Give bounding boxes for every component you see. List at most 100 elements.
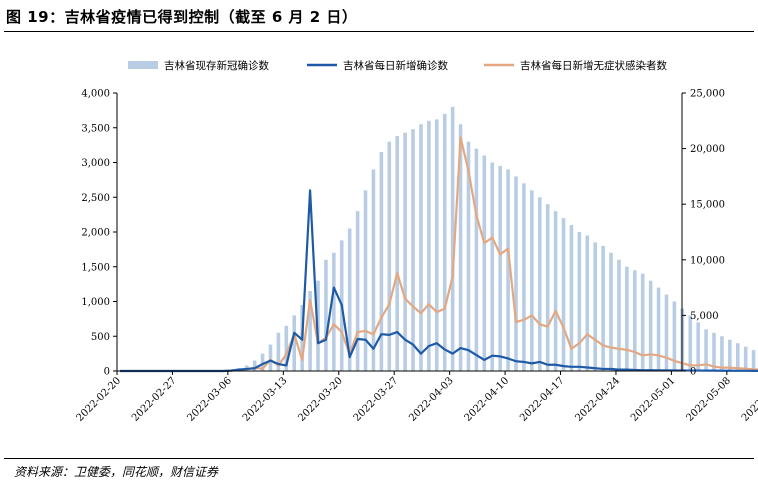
bar (593, 242, 597, 371)
source-rule (4, 458, 754, 459)
legend-label: 吉林省现存新冠确诊数 (164, 59, 269, 72)
bar (466, 141, 471, 371)
x-tick-label: 2022-02-27 (130, 375, 179, 424)
bar (308, 291, 312, 371)
x-tick-label: 2022-03-13 (241, 375, 290, 424)
bar (419, 124, 423, 371)
bar (411, 129, 415, 371)
bar (395, 136, 399, 371)
left-tick-label: 2,500 (81, 193, 110, 204)
bar (751, 350, 756, 371)
bar (292, 315, 297, 371)
legend-label: 吉林省每日新增确诊数 (343, 59, 448, 72)
source-note: 资料来源：卫健委，同花顺，财信证券 (14, 465, 219, 479)
x-tick-label: 2022-03-27 (352, 375, 401, 424)
bar (561, 218, 566, 371)
bar (688, 315, 693, 371)
right-tick-label: 20,000 (690, 144, 725, 155)
bar (633, 270, 637, 371)
bar (490, 162, 495, 371)
bar (268, 344, 273, 371)
bar (656, 287, 661, 371)
bar (664, 294, 669, 371)
line-series-layer (120, 136, 758, 373)
bar (617, 259, 621, 371)
x-tick-label: 2022-05-08 (684, 375, 733, 424)
bar (735, 343, 740, 371)
bar (458, 124, 463, 371)
bar (482, 155, 487, 371)
left-tick-label: 3,500 (81, 123, 110, 134)
bar (506, 169, 510, 371)
bar (355, 211, 360, 371)
right-tick-label: 5,000 (690, 311, 719, 322)
line-daily-confirmed (120, 189, 758, 373)
left-tick-label: 4,000 (81, 89, 110, 100)
bar (387, 141, 392, 371)
bar (522, 183, 526, 371)
bar (363, 190, 368, 371)
x-tick-label: 2022-05-01 (629, 375, 678, 424)
bar (252, 360, 257, 371)
bar (332, 252, 336, 371)
left-tick-label: 3,000 (81, 158, 110, 169)
bar (514, 176, 518, 371)
bar (712, 332, 716, 371)
bar (379, 152, 384, 371)
bar (728, 339, 732, 371)
figure-title: 图 19：吉林省疫情已得到控制（截至 6 月 2 日） (6, 8, 358, 26)
bar (577, 232, 582, 371)
bar (625, 266, 629, 371)
right-tick-label: 10,000 (690, 255, 725, 266)
chart: 0 500 1,000 1,500 2,000 2,500 3,000 3,500 4,000 0… (75, 59, 758, 424)
right-tick-label: 0 (690, 367, 696, 378)
bar (450, 106, 455, 372)
x-tick-label: 2022-04-24 (574, 375, 623, 424)
bar (498, 165, 502, 371)
right-tick-label: 15,000 (690, 200, 725, 211)
axes: 0 500 1,000 1,500 2,000 2,500 3,000 3,500 4,000 0… (75, 89, 758, 424)
bar (347, 228, 352, 371)
bar (371, 169, 376, 371)
bar (403, 132, 407, 371)
legend-label: 吉林省每日新增无症状感染者数 (520, 59, 667, 72)
bar (260, 353, 265, 372)
bar (640, 273, 645, 371)
bar (324, 259, 328, 371)
x-tick-label: 2022-02-20 (75, 375, 124, 424)
left-tick-label: 1,000 (81, 297, 110, 308)
title-rule (4, 31, 754, 32)
left-tick-label: 1,500 (81, 262, 110, 273)
bar (545, 204, 550, 371)
bar (704, 329, 708, 371)
bar (427, 120, 431, 371)
bar (601, 245, 605, 371)
bar (672, 301, 677, 371)
bar (585, 235, 590, 371)
bar (537, 197, 542, 371)
bar (442, 113, 447, 371)
bar (284, 325, 289, 371)
bar (720, 336, 724, 371)
bar (569, 225, 574, 371)
x-tick-label: 2022-03-06 (185, 375, 234, 424)
bar (530, 190, 534, 371)
right-tick-label: 25,000 (690, 89, 725, 100)
bar (435, 119, 439, 371)
bar (276, 332, 281, 371)
bar (743, 346, 748, 371)
bar (553, 211, 558, 371)
left-tick-label: 500 (91, 332, 110, 343)
bar (609, 252, 613, 371)
left-tick-label: 2,000 (81, 228, 110, 239)
bar (474, 148, 479, 371)
x-tick-label: 2022-04-03 (407, 375, 456, 424)
left-tick-label: 0 (104, 367, 110, 378)
x-tick-label: 2022-04-17 (518, 375, 567, 424)
x-tick-label: 2022-05-15 (740, 375, 758, 424)
bar (696, 322, 700, 371)
x-tick-label: 2022-03-20 (296, 375, 345, 424)
legend: 吉林省现存新冠确诊数 吉林省每日新增确诊数 吉林省每日新增无症状感染者数 (128, 59, 667, 72)
line-daily-asymptomatic (120, 136, 758, 373)
legend-swatch-bar (128, 61, 158, 69)
